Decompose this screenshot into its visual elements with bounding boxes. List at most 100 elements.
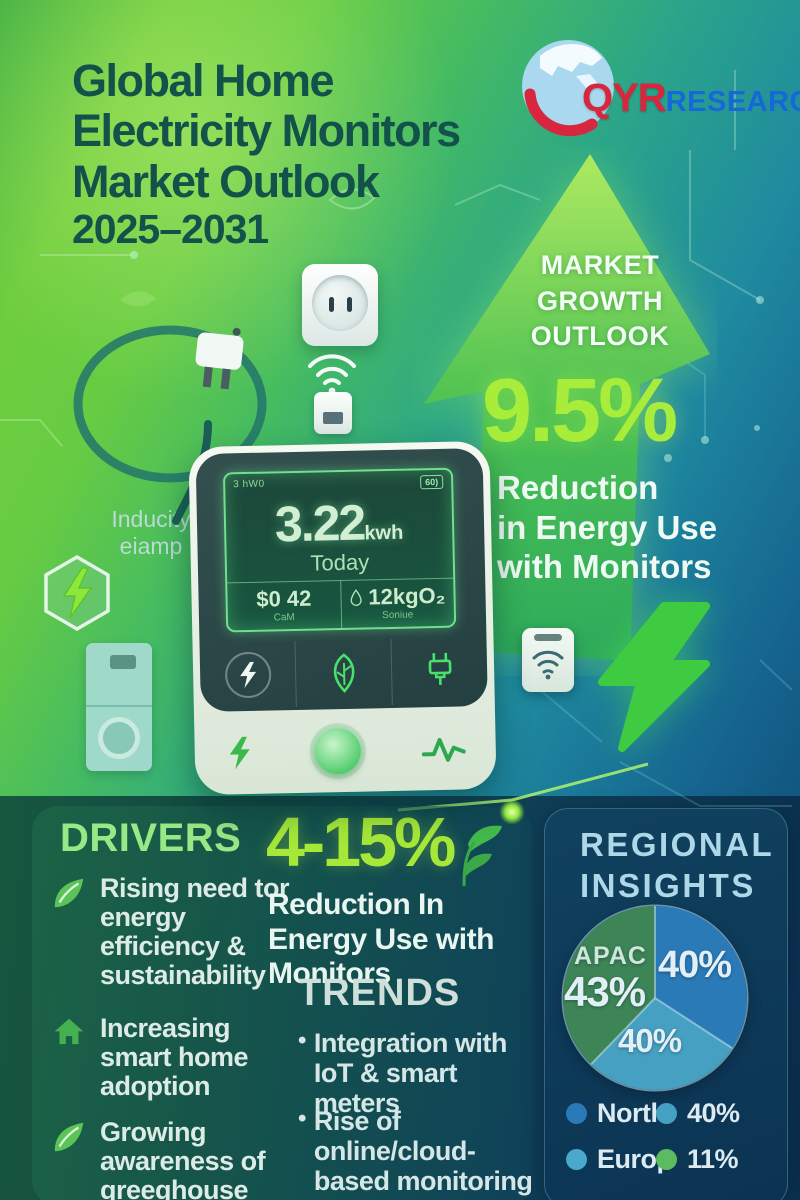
appliance-divider	[86, 705, 152, 707]
trend-text: Integration with IoT & smart meters	[313, 1028, 507, 1119]
growth-caption: Reduction in Energy Use with Monitors	[497, 468, 727, 587]
pie-label-apac-value: 43%	[564, 968, 646, 1015]
bolt-icon	[239, 661, 256, 689]
qyresearch-logo: QYRRESEARCH	[518, 36, 800, 146]
socket-slot	[329, 297, 334, 312]
growth-caption-line: with Monitors	[497, 548, 712, 586]
energy-reading-unit: kwh	[364, 521, 404, 545]
title-line: Market Outlook	[72, 155, 380, 207]
appliance-illustration	[86, 643, 152, 771]
legend-dot	[656, 1103, 677, 1124]
legend-dot	[656, 1149, 677, 1170]
trend-text: Rise of online/cloud- based monitoring p…	[313, 1106, 533, 1200]
reading-period: Today	[310, 549, 370, 576]
market-growth-heading: MARKET GROWTH OUTLOOK	[505, 248, 695, 355]
cost-value: $0 42	[256, 585, 312, 612]
wall-socket-illustration	[302, 264, 378, 346]
page-title: Global Home Electricity Monitors Market …	[72, 55, 552, 253]
driver-text: Growing awareness of greeghouse	[100, 1117, 266, 1200]
title-line: Global Home	[72, 55, 335, 106]
background-highlight	[0, 0, 500, 400]
growth-heading-line: MARKET	[540, 250, 660, 280]
growth-caption-line: in Energy Use	[497, 508, 718, 546]
growth-value: 9.5%	[482, 361, 678, 461]
legend-label: North	[597, 1098, 667, 1128]
smart-meter-tab	[534, 634, 562, 641]
legend-label: 11%	[687, 1144, 739, 1174]
legend-dot	[566, 1103, 587, 1124]
driver-item: Increasing smart home adoption	[50, 1014, 302, 1101]
wifi-icon	[308, 354, 356, 395]
legend-entry: 40%	[656, 1098, 740, 1129]
plug-icon	[428, 652, 451, 686]
device-port	[323, 412, 343, 424]
drivers-heading: DRIVERS	[60, 816, 242, 860]
bolt-button[interactable]	[199, 641, 295, 709]
regional-pie-chart	[563, 906, 747, 1090]
trend-item: • Integration with IoT & smart meters	[298, 1027, 548, 1119]
device-chin	[194, 706, 497, 795]
bullet-point: •	[298, 1027, 306, 1054]
pie-divider	[654, 906, 656, 998]
legend-label: 40%	[687, 1098, 740, 1128]
reduction-stat-caption: Reduction In Energy Use with Monitors	[268, 888, 494, 990]
battery-indicator: 60)	[420, 474, 444, 490]
appliance-panel	[110, 655, 136, 669]
device-screen: 3 hW0 60) 3.22kwh Today $0 42 CaM 12kgO₂	[222, 467, 457, 633]
cost-cell: $0 42 CaM	[227, 581, 340, 630]
driver-text: Rising need tor energy efficiency & sust…	[100, 873, 290, 990]
legend-dot	[566, 1149, 587, 1170]
regional-heading-line: REGIONAL	[580, 826, 775, 863]
leaf-outline-decoration	[328, 188, 376, 210]
regional-insights-heading: REGIONAL INSIGHTS	[580, 824, 774, 907]
cost-label: CaM	[273, 612, 295, 624]
leaf-icon	[54, 878, 84, 908]
power-button[interactable]	[314, 727, 362, 775]
pulse-icon	[421, 737, 466, 762]
socket-slot	[347, 297, 352, 312]
driver-item: Growing awareness of greeghouse	[50, 1118, 302, 1200]
legend-entry: 11%	[656, 1144, 739, 1175]
energy-reading: 3.22kwh	[225, 492, 452, 555]
co2-value-text: 12kgO₂	[368, 582, 446, 610]
driver-item: Rising need tor energy efficiency & sust…	[50, 874, 302, 990]
trends-heading: TRENDS	[298, 972, 461, 1014]
title-years: 2025–2031	[72, 206, 269, 253]
lightning-bolt-icon	[598, 602, 710, 752]
hexagon-bolt-icon	[44, 554, 110, 632]
growth-arrow	[424, 154, 710, 661]
co2-value: 12kgO₂	[341, 583, 454, 611]
wifi-icon	[532, 650, 564, 680]
smart-meter-illustration	[522, 628, 574, 692]
leaves-icon	[462, 825, 502, 887]
screen-status-text: 3 hW0	[233, 478, 265, 491]
legend-entry: North	[566, 1098, 667, 1129]
growth-heading-line: OUTLOOK	[530, 321, 670, 352]
globe-icon	[522, 40, 614, 137]
trend-item: • Rise of online/cloud- based monitoring…	[298, 1105, 548, 1200]
home-icon	[54, 1018, 84, 1045]
screen-bottom-row: $0 42 CaM 12kgO₂ Soniue	[227, 577, 455, 631]
pie-label-north-value: 40%	[658, 944, 732, 986]
bullet-point: •	[298, 1105, 306, 1132]
title-line: Electricity Monitors	[72, 105, 461, 157]
pie-label-europe-value: 40%	[618, 1022, 682, 1059]
growth-caption-line: Reduction	[497, 469, 659, 506]
growth-heading-line: GROWTH	[537, 285, 663, 316]
plug-button[interactable]	[390, 636, 488, 705]
bolt-button-circle	[224, 651, 272, 699]
glow-dot-decoration	[500, 800, 524, 824]
energy-reading-value: 3.22	[274, 494, 365, 553]
appliance-door	[98, 717, 140, 759]
leaf-decoration	[120, 291, 156, 307]
bolt-icon	[229, 736, 250, 770]
wifi-device-illustration	[314, 392, 352, 434]
co2-cell: 12kgO₂ Soniue	[339, 578, 455, 629]
bottom-left-panel	[32, 806, 532, 1200]
reduction-stat-value: 4-15%	[266, 803, 456, 881]
power-cord-plug-illustration	[73, 325, 267, 525]
logo-wordmark: QYRRESEARCH	[582, 76, 800, 121]
leaf-icon	[333, 653, 354, 693]
leaf-button[interactable]	[294, 639, 392, 707]
